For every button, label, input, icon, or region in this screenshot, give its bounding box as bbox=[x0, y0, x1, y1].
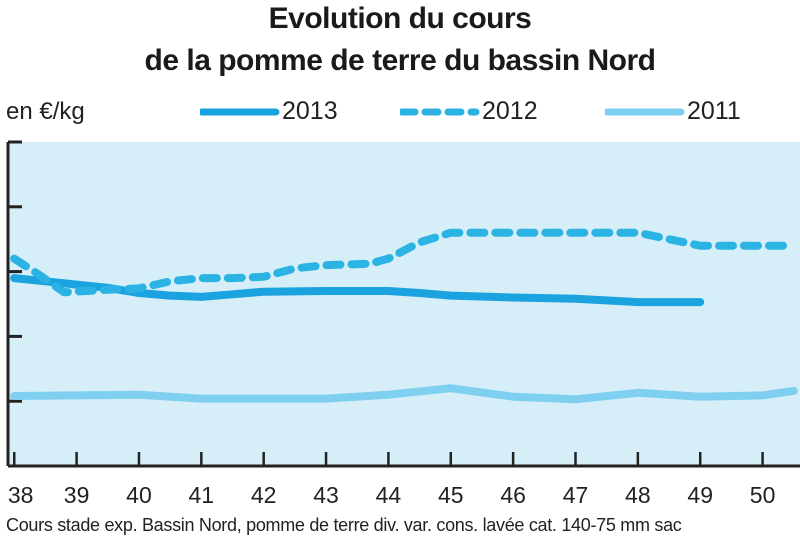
legend-swatch-2013 bbox=[198, 108, 280, 116]
chart-footnote: Cours stade exp. Bassin Nord, pomme de t… bbox=[6, 515, 682, 535]
legend-label-2012: 2012 bbox=[482, 97, 538, 125]
legend-label-2013: 2013 bbox=[282, 97, 338, 125]
x-tick-label: . 38 bbox=[0, 482, 33, 508]
legend-item-2011: 2011 bbox=[603, 95, 741, 129]
series-line-2011 bbox=[10, 384, 798, 404]
chart-title-line1: Evolution du cours bbox=[268, 2, 532, 35]
x-tick-label: 43 bbox=[313, 482, 339, 508]
legend-swatch-2012 bbox=[398, 108, 480, 116]
x-tick-label: 50 bbox=[750, 482, 776, 508]
y-unit-label: en €/kg bbox=[6, 98, 85, 125]
series-line-2012 bbox=[10, 228, 798, 297]
legend-item-2013: 2013 bbox=[198, 95, 338, 129]
legend-item-2012: 2012 bbox=[398, 95, 538, 129]
x-tick-label: 49 bbox=[687, 482, 713, 508]
legend-swatch-2011 bbox=[603, 108, 685, 116]
legend-label-2011: 2011 bbox=[687, 97, 741, 125]
x-tick-label: 40 bbox=[126, 482, 152, 508]
x-tick-label: 41 bbox=[189, 482, 215, 508]
chart-title-line2: de la pomme de terre du bassin Nord bbox=[144, 44, 656, 77]
x-tick-label: 42 bbox=[251, 482, 277, 508]
x-tick-label: 39 bbox=[64, 482, 90, 508]
x-tick-label: 48 bbox=[625, 482, 651, 508]
x-tick-label: 44 bbox=[376, 482, 402, 508]
x-tick-label: 45 bbox=[438, 482, 464, 508]
x-tick-label: 46 bbox=[500, 482, 526, 508]
series-line-2013 bbox=[10, 274, 705, 307]
line-chart: . 38 39 40 41 42 43 44 45 46 47 48 49 50 bbox=[0, 140, 800, 508]
x-tick-label: 47 bbox=[563, 482, 589, 508]
